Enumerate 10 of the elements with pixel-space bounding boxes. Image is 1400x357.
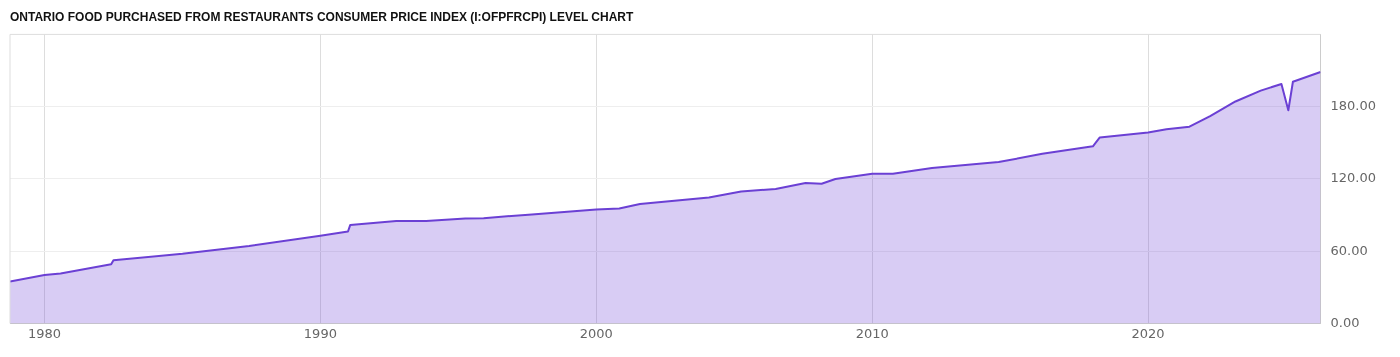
x-tick-label: 1990 (303, 325, 337, 341)
x-tick-label: 2020 (1131, 325, 1165, 341)
y-tick-label: 120.00 (1330, 170, 1377, 186)
x-tick-label: 2010 (855, 325, 889, 341)
y-tick-label: 180.00 (1330, 98, 1377, 114)
y-tick-label: 60.00 (1330, 242, 1368, 258)
x-tick-label: 2000 (579, 325, 613, 341)
y-tick-label: 0.00 (1330, 314, 1360, 330)
chart-title: ONTARIO FOOD PURCHASED FROM RESTAURANTS CONSUMER PRICE INDEX (I:OFPFRCPI) LEVEL CHART (10, 9, 635, 24)
x-tick-label: 1980 (27, 325, 62, 341)
